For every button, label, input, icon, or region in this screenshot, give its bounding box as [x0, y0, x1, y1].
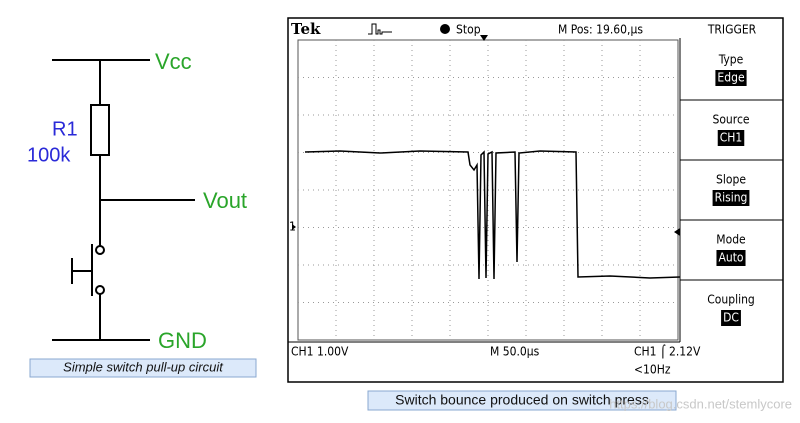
channel-arrow — [292, 224, 296, 230]
menu-label: Source — [712, 113, 749, 127]
menu-label: Mode — [716, 233, 746, 247]
switch-contact — [95, 285, 105, 295]
menu-value-box — [717, 130, 745, 146]
waveform — [304, 150, 681, 280]
watermark: https://blog.csdn.net/stemlycore — [609, 396, 792, 411]
vout-label: Vout — [203, 188, 247, 213]
oscilloscope: Tek Stop M Pos: 19.60,µs TRIGGER 1 TypeE… — [287, 17, 784, 411]
status: Stop — [456, 23, 481, 37]
menu-label: Type — [718, 53, 744, 67]
trigger-menu: Type Edge Source CH1 Slope Rising Mode Auto Coup… — [680, 53, 783, 326]
caption: Simple switch pull-up circuit — [63, 359, 224, 374]
brand: Tek — [291, 20, 321, 38]
menu-value-box — [715, 70, 747, 86]
menu-value-box — [712, 190, 750, 206]
vcc-label: Vcc — [155, 49, 192, 74]
frequency: <10Hz — [634, 363, 671, 377]
trigger-level: CH1 ⌠ 2.12V — [634, 345, 701, 360]
menu-value: DC — [723, 311, 739, 325]
menu-value: CH1 — [720, 131, 743, 145]
menu-label: Slope — [716, 173, 746, 187]
menu-title: TRIGGER — [707, 23, 757, 37]
menu-value: Rising — [715, 191, 748, 205]
stop-dot — [440, 24, 450, 34]
time-scale: M 50.0µs — [490, 345, 540, 359]
resistor-value: 100k — [27, 144, 71, 166]
menu-label: Coupling — [707, 293, 755, 307]
switch-contact — [95, 245, 105, 255]
trigger-position-marker — [480, 35, 488, 41]
scope-frame — [287, 17, 784, 383]
acq-icon — [368, 23, 392, 35]
menu-value-box — [716, 250, 746, 266]
gnd-label: GND — [158, 328, 207, 353]
menu-value-box — [721, 310, 741, 326]
caption-box — [29, 358, 257, 378]
circuit: Vcc R1 100k Vout GND Simple switch pull-… — [27, 49, 257, 378]
position: M Pos: 19.60,µs — [558, 23, 643, 37]
switch-lever — [71, 244, 93, 296]
channel-scale: CH1 1.00V — [291, 345, 349, 359]
menu-value: Auto — [718, 251, 743, 265]
caption-box — [367, 390, 677, 411]
resistor-name: R1 — [52, 118, 78, 140]
menu-value: Edge — [717, 71, 745, 85]
caption: Switch bounce produced on switch press — [395, 392, 649, 408]
resistor — [90, 104, 110, 156]
trigger-level-marker — [674, 228, 680, 236]
